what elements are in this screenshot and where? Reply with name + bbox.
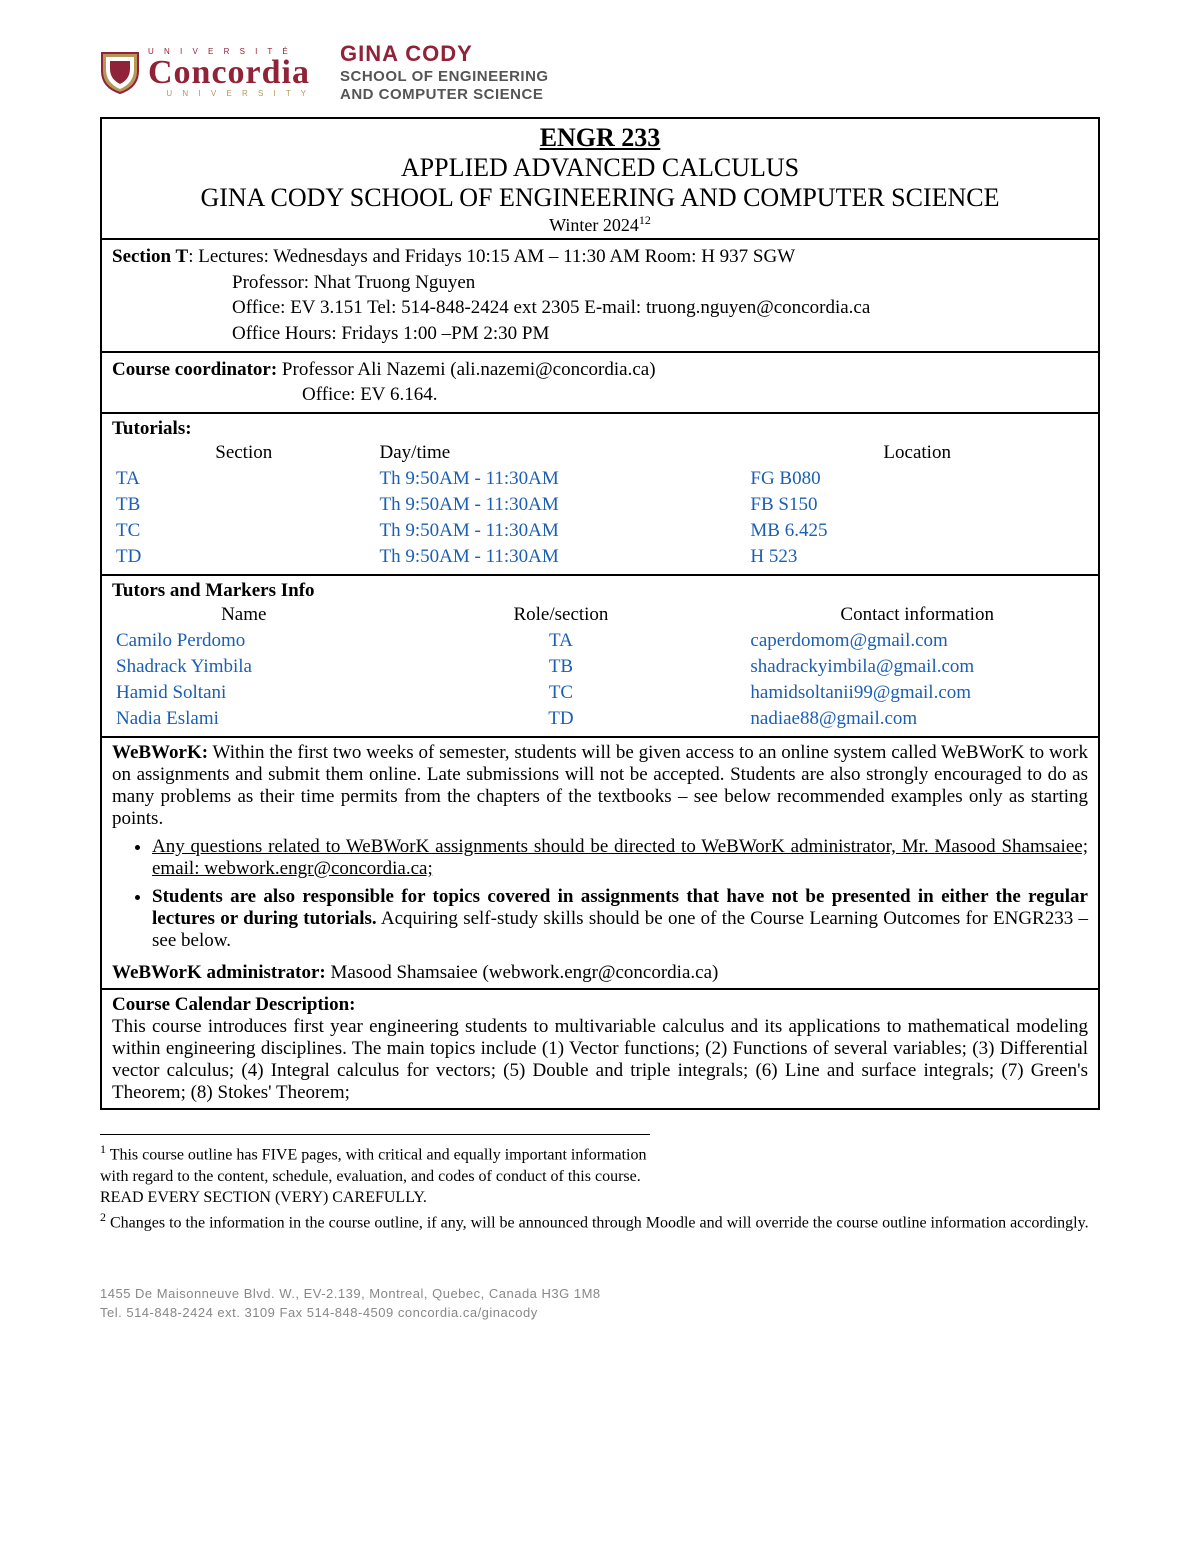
page-header: U N I V E R S I T É Concordia U N I V E … — [100, 40, 1100, 105]
school-title: GINA CODY SCHOOL OF ENGINEERING AND COMP… — [112, 183, 1088, 213]
table-row: TB Th 9:50AM - 11:30AM FB S150 — [112, 492, 1088, 518]
professor-line: Professor: Nhat Truong Nguyen — [112, 270, 1088, 296]
term-sup: 12 — [639, 213, 651, 227]
tut-time[interactable]: Th 9:50AM - 11:30AM — [376, 518, 747, 544]
tutor-role[interactable]: TD — [376, 706, 747, 732]
title-block: ENGR 233 APPLIED ADVANCED CALCULUS GINA … — [102, 119, 1098, 240]
webwork-bullet-2: Students are also responsible for topics… — [152, 886, 1088, 952]
table-header-row: Name Role/section Contact information — [112, 602, 1088, 628]
table-header-row: Section Day/time Location — [112, 440, 1088, 466]
footnotes: 1 This course outline has FIVE pages, wi… — [100, 1134, 1100, 1234]
tut-loc[interactable]: FB S150 — [746, 492, 1088, 518]
table-row: Nadia Eslami TD nadiae88@gmail.com — [112, 706, 1088, 732]
section-line1: : Lectures: Wednesdays and Fridays 10:15… — [188, 246, 795, 267]
tut-section[interactable]: TD — [112, 544, 376, 570]
gina-sub1: SCHOOL OF ENGINEERING — [340, 68, 549, 87]
tut-time[interactable]: Th 9:50AM - 11:30AM — [376, 544, 747, 570]
webwork-block: WeBWorK: Within the first two weeks of s… — [102, 738, 1098, 990]
coordinator-label: Course coordinator: — [112, 359, 277, 380]
tut-section[interactable]: TB — [112, 492, 376, 518]
shield-icon — [100, 51, 140, 95]
tutor-contact[interactable]: caperdomom@gmail.com — [746, 628, 1088, 654]
table-row: Hamid Soltani TC hamidsoltanii99@gmail.c… — [112, 680, 1088, 706]
table-row: TD Th 9:50AM - 11:30AM H 523 — [112, 544, 1088, 570]
tutor-role[interactable]: TC — [376, 680, 747, 706]
footer-address: 1455 De Maisonneuve Blvd. W., EV-2.139, … — [100, 1284, 1100, 1304]
tutor-role[interactable]: TB — [376, 654, 747, 680]
webwork-bullet-1: Any questions related to WeBWorK assignm… — [152, 836, 1088, 880]
course-code: ENGR 233 — [112, 123, 1088, 153]
tutor-name[interactable]: Nadia Eslami — [112, 706, 376, 732]
tutor-role[interactable]: TA — [376, 628, 747, 654]
table-row: Camilo Perdomo TA caperdomom@gmail.com — [112, 628, 1088, 654]
tutor-name[interactable]: Camilo Perdomo — [112, 628, 376, 654]
term: Winter 202412 — [112, 213, 1088, 236]
concordia-logo: U N I V E R S I T É Concordia U N I V E … — [100, 48, 310, 98]
tutorials-block: Tutorials: Section Day/time Location TA … — [102, 414, 1098, 576]
webwork-admin-text: Masood Shamsaiee (webwork.engr@concordia… — [326, 962, 719, 983]
logo-bottom-text: U N I V E R S I T Y — [148, 90, 310, 98]
tut-section[interactable]: TC — [112, 518, 376, 544]
tutors-block: Tutors and Markers Info Name Role/sectio… — [102, 576, 1098, 738]
calendar-text: This course introduces first year engine… — [112, 1016, 1088, 1104]
coordinator-office: Office: EV 6.164. — [112, 382, 1088, 408]
gina-main: GINA CODY — [340, 40, 549, 68]
section-info: Section T: Lectures: Wednesdays and Frid… — [102, 240, 1098, 353]
footnote-2: Changes to the information in the course… — [106, 1214, 1089, 1231]
page-footer: 1455 De Maisonneuve Blvd. W., EV-2.139, … — [100, 1284, 1100, 1323]
term-text: Winter 2024 — [549, 215, 639, 235]
th-section: Section — [112, 440, 376, 466]
tutor-name[interactable]: Shadrack Yimbila — [112, 654, 376, 680]
logo-main-text: Concordia — [148, 56, 310, 90]
th-contact: Contact information — [746, 602, 1088, 628]
tut-section[interactable]: TA — [112, 466, 376, 492]
webwork-b1-text: Any questions related to WeBWorK assignm… — [152, 836, 1088, 879]
calendar-label: Course Calendar Description: — [112, 994, 1088, 1016]
calendar-block: Course Calendar Description: This course… — [102, 990, 1098, 1108]
tut-loc[interactable]: H 523 — [746, 544, 1088, 570]
tut-loc[interactable]: FG B080 — [746, 466, 1088, 492]
table-row: TC Th 9:50AM - 11:30AM MB 6.425 — [112, 518, 1088, 544]
tutors-heading: Tutors and Markers Info — [112, 580, 1088, 602]
tutors-table: Name Role/section Contact information Ca… — [112, 602, 1088, 732]
hours-line: Office Hours: Fridays 1:00 –PM 2:30 PM — [112, 321, 1088, 347]
footnote-1: This course outline has FIVE pages, with… — [100, 1146, 646, 1206]
coordinator-text: Professor Ali Nazemi (ali.nazemi@concord… — [277, 359, 655, 380]
course-outline-box: ENGR 233 APPLIED ADVANCED CALCULUS GINA … — [100, 117, 1100, 1110]
webwork-admin-label: WeBWorK administrator: — [112, 962, 326, 983]
webwork-label: WeBWorK: — [112, 742, 208, 763]
gina-cody-block: GINA CODY SCHOOL OF ENGINEERING AND COMP… — [340, 40, 549, 105]
footer-contact: Tel. 514-848-2424 ext. 3109 Fax 514-848-… — [100, 1303, 1100, 1323]
tutorials-table: Section Day/time Location TA Th 9:50AM -… — [112, 440, 1088, 570]
tut-time[interactable]: Th 9:50AM - 11:30AM — [376, 466, 747, 492]
th-daytime: Day/time — [376, 440, 747, 466]
course-title: APPLIED ADVANCED CALCULUS — [112, 153, 1088, 183]
table-row: TA Th 9:50AM - 11:30AM FG B080 — [112, 466, 1088, 492]
tut-time[interactable]: Th 9:50AM - 11:30AM — [376, 492, 747, 518]
gina-sub2: AND COMPUTER SCIENCE — [340, 86, 549, 105]
th-location: Location — [746, 440, 1088, 466]
tutorials-heading: Tutorials: — [112, 418, 1088, 440]
tutor-name[interactable]: Hamid Soltani — [112, 680, 376, 706]
tutor-contact[interactable]: shadrackyimbila@gmail.com — [746, 654, 1088, 680]
tutor-contact[interactable]: hamidsoltanii99@gmail.com — [746, 680, 1088, 706]
th-name: Name — [112, 602, 376, 628]
tutor-contact[interactable]: nadiae88@gmail.com — [746, 706, 1088, 732]
office-line: Office: EV 3.151 Tel: 514-848-2424 ext 2… — [112, 295, 1088, 321]
th-role: Role/section — [376, 602, 747, 628]
table-row: Shadrack Yimbila TB shadrackyimbila@gmai… — [112, 654, 1088, 680]
section-label: Section T — [112, 246, 188, 267]
coordinator-block: Course coordinator: Professor Ali Nazemi… — [102, 353, 1098, 414]
tut-loc[interactable]: MB 6.425 — [746, 518, 1088, 544]
webwork-para: Within the first two weeks of semester, … — [112, 742, 1088, 829]
